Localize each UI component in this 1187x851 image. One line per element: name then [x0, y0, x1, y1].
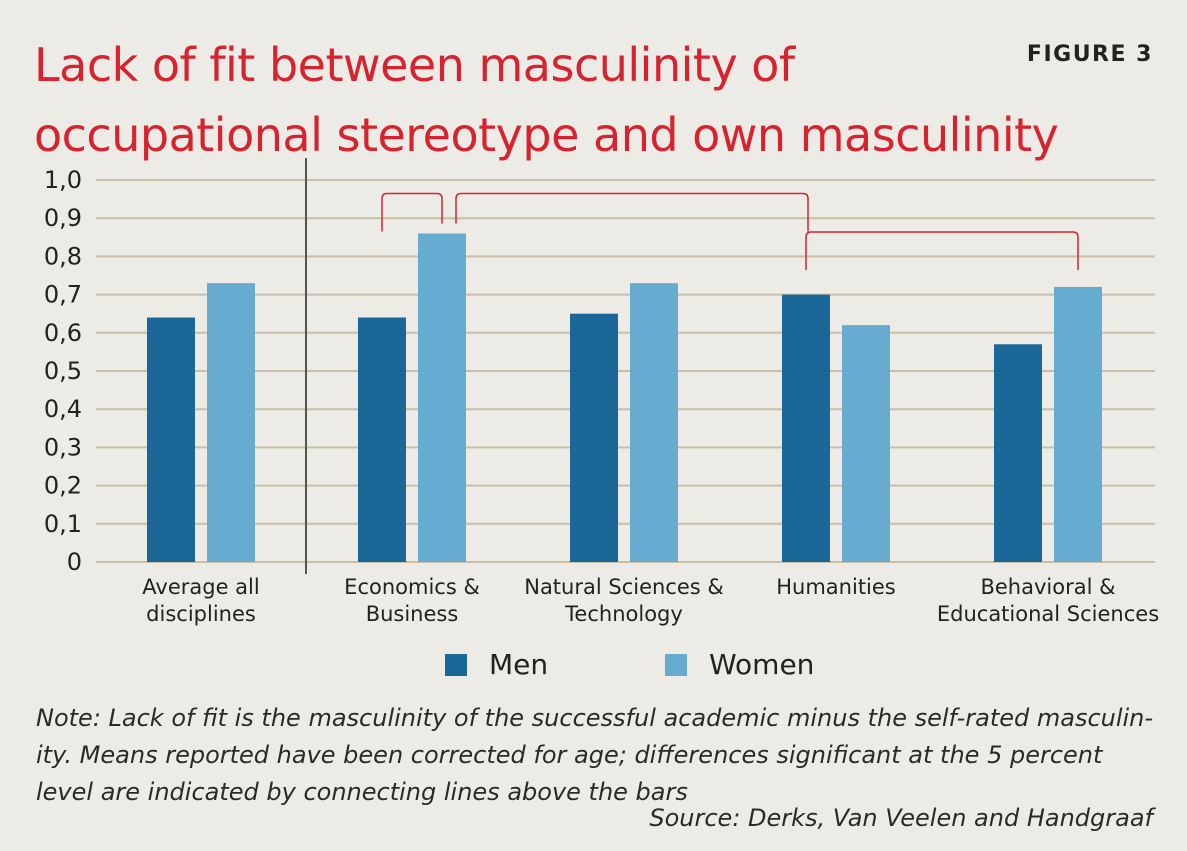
- y-tick-label: 0,5: [44, 357, 82, 385]
- significance-bracket: [455, 192, 809, 232]
- category-label: disciplines: [146, 602, 256, 626]
- bar-men: [782, 294, 830, 562]
- bar-men: [570, 313, 618, 562]
- legend-swatch-women: [665, 653, 687, 676]
- legend: Men Women: [0, 648, 1187, 688]
- chart-note: Note: Lack of fit is the masculinity of …: [36, 704, 1154, 806]
- bar-women: [842, 325, 890, 562]
- y-tick-label: 0,7: [44, 281, 82, 309]
- significance-bracket: [381, 192, 443, 232]
- bar-women: [630, 283, 678, 562]
- y-tick-label: 0: [67, 548, 82, 576]
- category-label: Educational Sciences: [937, 602, 1159, 626]
- category-label: Behavioral &: [980, 575, 1115, 599]
- category-label: Business: [366, 602, 459, 626]
- y-tick-label: 0,8: [44, 242, 82, 270]
- bar-men: [994, 344, 1042, 562]
- y-tick-label: 0,6: [44, 319, 82, 347]
- legend-label-men: Men: [489, 648, 549, 681]
- y-tick-label: 0,3: [44, 433, 82, 461]
- y-tick-label: 0,9: [44, 204, 82, 232]
- bar-men: [147, 317, 195, 562]
- category-label: Humanities: [776, 575, 896, 599]
- y-tick-label: 0,1: [44, 510, 82, 538]
- category-label: Economics &: [344, 575, 480, 599]
- legend-swatch-men: [445, 653, 467, 676]
- figure-label: FIGURE 3: [1026, 42, 1153, 67]
- y-tick-label: 0,2: [44, 472, 82, 500]
- bar-women: [207, 283, 255, 562]
- bar-women: [418, 233, 466, 563]
- bar-chart: 0 0,1 0,2 0,3 0,4 0,5 0,6 0,7 0,8 0,9 1,0 Average a…: [44, 158, 1159, 626]
- bar-men: [358, 317, 406, 562]
- significance-bracket: [805, 231, 1079, 270]
- category-label: Natural Sciences &: [524, 575, 724, 599]
- y-tick-label: 0,4: [44, 395, 82, 423]
- legend-item-women: Women: [665, 648, 814, 681]
- y-tick-label: 1,0: [44, 166, 82, 194]
- bar-women: [1054, 286, 1102, 562]
- category-label: Average all: [142, 575, 259, 599]
- legend-item-men: Men: [445, 648, 548, 681]
- category-label: Technology: [564, 602, 683, 626]
- chart-source: Source: Derks, Van Veelen and Handgraaf: [649, 804, 1153, 832]
- legend-label-women: Women: [709, 648, 815, 681]
- chart-title: Lack of fit between masculinity of occup…: [34, 38, 1059, 162]
